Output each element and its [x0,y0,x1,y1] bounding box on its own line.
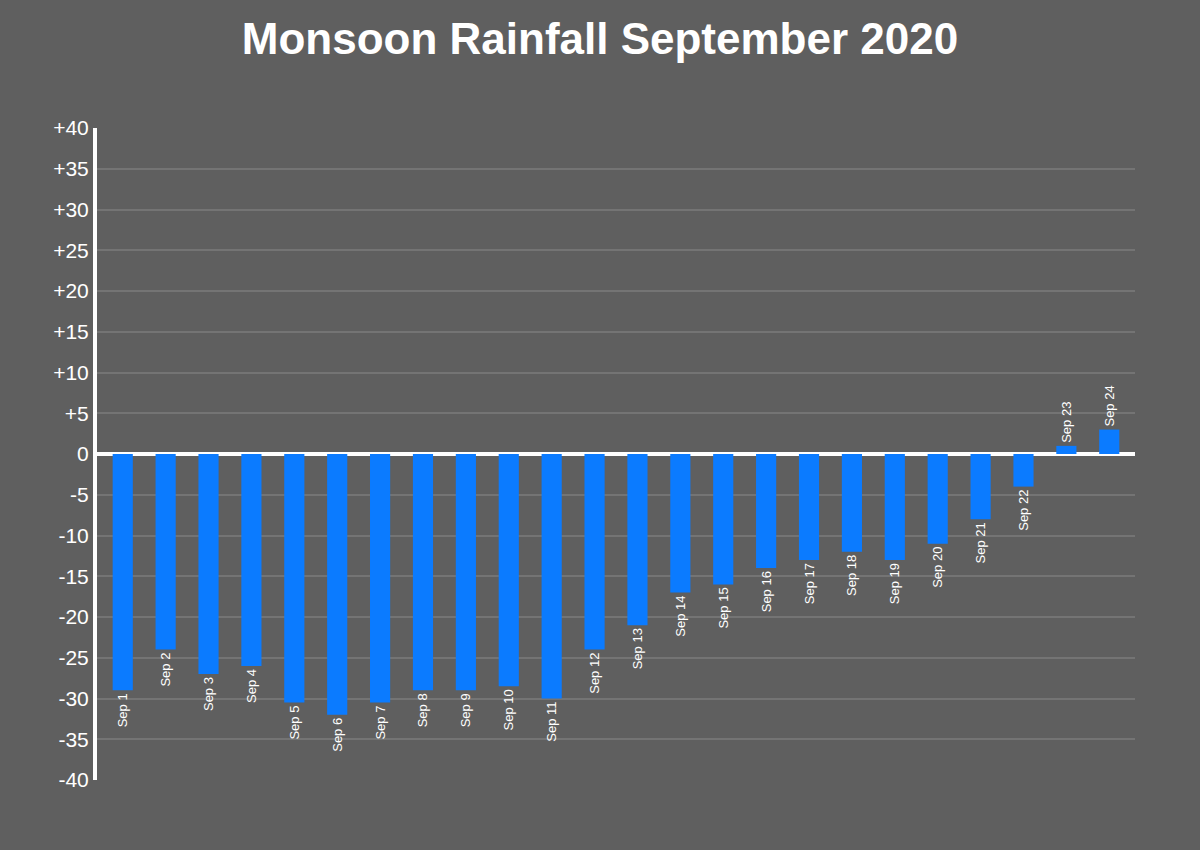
svg-text:+30: +30 [53,198,89,221]
svg-text:-25: -25 [58,646,88,669]
svg-text:+5: +5 [65,402,89,425]
svg-text:Sep 11: Sep 11 [544,702,559,742]
svg-text:+10: +10 [53,361,89,384]
svg-text:Sep 8: Sep 8 [415,693,430,727]
svg-text:-40: -40 [58,768,88,791]
svg-text:Sep 13: Sep 13 [630,628,645,669]
svg-text:Sep 5: Sep 5 [287,706,302,740]
svg-text:Sep 18: Sep 18 [844,555,859,596]
svg-text:+20: +20 [53,279,89,302]
svg-text:Sep 4: Sep 4 [244,669,259,703]
svg-text:-5: -5 [70,483,89,506]
svg-text:Sep 9: Sep 9 [458,693,473,727]
svg-text:-30: -30 [58,687,88,710]
svg-text:-35: -35 [58,728,88,751]
svg-text:0: 0 [77,442,89,465]
svg-text:Sep 19: Sep 19 [887,563,902,604]
svg-text:Sep 6: Sep 6 [330,718,345,752]
svg-text:+35: +35 [53,157,89,180]
svg-text:Sep 20: Sep 20 [930,547,945,588]
svg-text:Sep 7: Sep 7 [373,706,388,740]
svg-text:+40: +40 [53,116,89,139]
svg-text:Sep 24: Sep 24 [1102,385,1117,426]
svg-text:+25: +25 [53,239,89,262]
svg-text:Sep 14: Sep 14 [673,596,688,637]
svg-text:Sep 1: Sep 1 [115,693,130,727]
svg-text:Sep 22: Sep 22 [1016,490,1031,531]
svg-text:-15: -15 [58,565,88,588]
svg-text:Sep 10: Sep 10 [501,689,516,730]
svg-text:Monsoon Rainfall September 202: Monsoon Rainfall September 2020 [242,14,958,63]
svg-text:Sep 23: Sep 23 [1059,402,1074,443]
svg-text:-10: -10 [58,524,88,547]
svg-text:-20: -20 [58,605,88,628]
svg-text:Sep 3: Sep 3 [201,677,216,711]
svg-text:Sep 16: Sep 16 [759,571,774,612]
svg-text:Sep 15: Sep 15 [716,587,731,628]
svg-text:Sep 12: Sep 12 [587,653,602,694]
svg-text:Sep 17: Sep 17 [802,563,817,604]
svg-text:Sep 21: Sep 21 [973,522,988,563]
svg-text:+15: +15 [53,320,89,343]
svg-text:Sep 2: Sep 2 [158,653,173,687]
